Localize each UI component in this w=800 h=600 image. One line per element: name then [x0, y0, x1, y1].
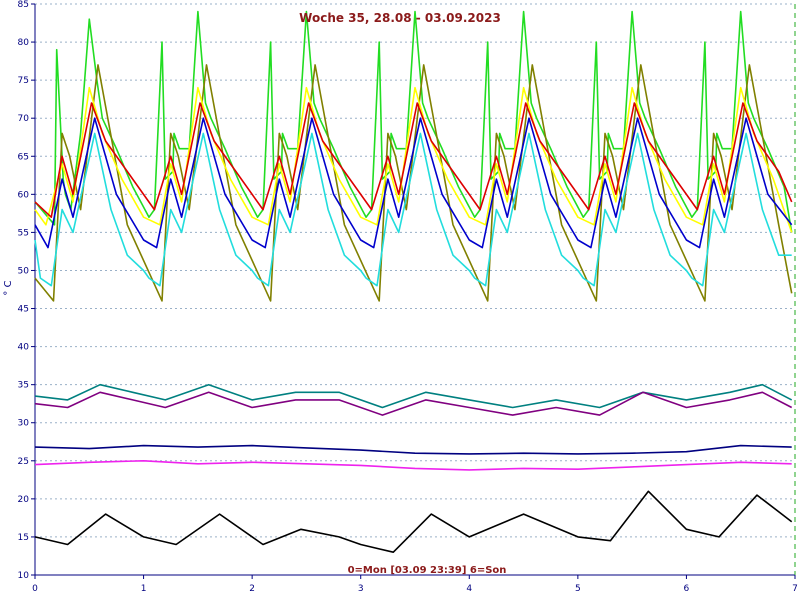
y-tick-label: 65	[18, 152, 29, 162]
x-tick-label: 4	[466, 584, 472, 594]
x-tick-label: 5	[575, 584, 581, 594]
y-tick-label: 10	[18, 571, 30, 581]
series-lines	[34, 10, 793, 554]
y-axis-label: ° C	[3, 280, 14, 295]
y-tick-label: 70	[18, 114, 30, 124]
x-tick-label: 2	[249, 584, 255, 594]
x-axis-label: 0=Mon [03.09 23:39] 6=Son	[348, 565, 507, 576]
x-tick-label: 6	[684, 584, 690, 594]
series-line-4	[34, 102, 793, 218]
y-tick-label: 45	[18, 305, 29, 315]
x-tick-label: 3	[358, 584, 364, 594]
y-tick-label: 35	[18, 381, 29, 391]
series-line-8	[34, 391, 793, 416]
y-tick-label: 20	[18, 495, 30, 505]
series-line-6	[34, 132, 792, 287]
x-tick-label: 7	[792, 584, 798, 594]
y-tick-label: 15	[18, 533, 29, 543]
series-line-7	[34, 383, 793, 409]
y-tick-label: 25	[18, 457, 29, 467]
x-tick-label: 1	[141, 584, 147, 594]
y-tick-label: 50	[18, 266, 30, 276]
y-tick-label: 80	[18, 38, 30, 48]
series-line-11	[34, 490, 793, 554]
y-tick-label: 75	[18, 76, 29, 86]
x-tick-label: 0	[32, 584, 38, 594]
series-line-9	[34, 444, 792, 455]
chart-title: Woche 35, 28.08 - 03.09.2023	[299, 11, 501, 25]
y-tick-label: 60	[18, 190, 30, 200]
y-tick-label: 40	[18, 343, 30, 353]
series-line-1	[34, 10, 793, 233]
series-line-10	[34, 459, 792, 471]
y-tick-label: 85	[18, 0, 29, 10]
series-line-5	[34, 117, 793, 249]
series-line-3	[34, 86, 793, 233]
y-tick-label: 30	[18, 419, 30, 429]
y-tick-label: 55	[18, 228, 29, 238]
